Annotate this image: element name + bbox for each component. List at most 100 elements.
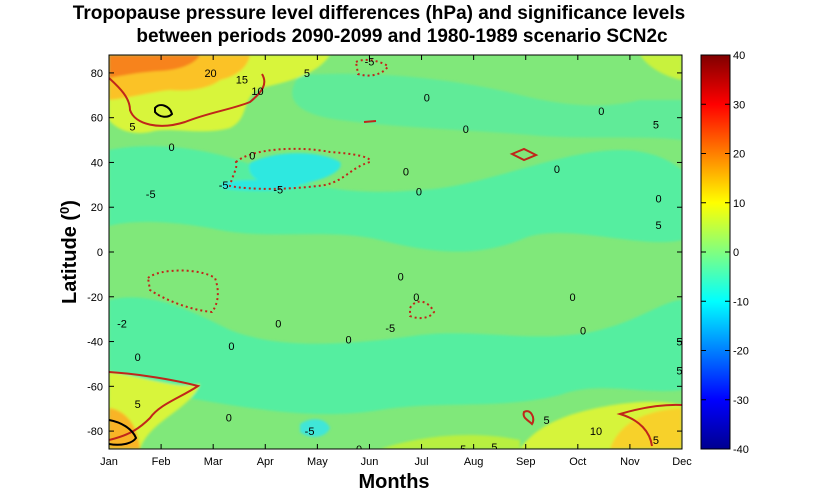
contour-label: 5 <box>304 68 310 80</box>
x-tick-label: Feb <box>152 456 171 468</box>
contour-label: 5 <box>676 366 682 378</box>
sig-contour-dotted-feb <box>146 269 219 314</box>
region-cyan-south <box>300 419 330 437</box>
sig-contour-dotted-apr <box>228 147 372 190</box>
contour-label: -5 <box>273 184 283 196</box>
colorbar-tick-label: 20 <box>733 149 745 161</box>
region-warm-ne <box>640 55 682 80</box>
sig-contour-sep-north <box>509 147 539 162</box>
region-warm-red-nw <box>109 55 200 78</box>
contour-label: 0 <box>398 272 404 284</box>
contour-label: 0 <box>416 187 422 199</box>
colorbar-tick-label: 30 <box>733 99 745 111</box>
contour-label: 10 <box>251 86 263 98</box>
contour-label: -5 <box>305 426 315 438</box>
contour-label: 0 <box>570 292 576 304</box>
x-tick-label: Jul <box>415 456 429 468</box>
colorbar-tick-label: -30 <box>733 395 749 407</box>
colorbar-tick-label: 10 <box>733 198 745 210</box>
contour-label: 5 <box>491 442 497 454</box>
region-warm-south-band <box>380 434 520 449</box>
contour-label: 0 <box>424 93 430 105</box>
x-tick-label: Oct <box>569 456 586 468</box>
contour-label: -5 <box>146 189 156 201</box>
contour-label: 5 <box>676 337 682 349</box>
x-axis-label: Months <box>358 471 429 493</box>
x-tick-label: Jun <box>361 456 379 468</box>
y-axis-label-text: Latitude ( <box>59 214 81 304</box>
contour-label: 0 <box>168 142 174 154</box>
y-tick-label: 0 <box>97 247 103 259</box>
contour-label: -5 <box>385 323 395 335</box>
sig-contour-black-feb <box>154 104 174 118</box>
x-tick-label: Dec <box>672 456 692 468</box>
sig-contour-sep-south <box>522 410 535 426</box>
region-cyan-pocket <box>249 153 341 187</box>
contour-label: 0 <box>655 193 661 205</box>
contour-label: 0 <box>554 164 560 176</box>
chart-title-line2: between periods 2090-2099 and 1980-1989 … <box>136 26 668 47</box>
contour-label: 5 <box>653 119 659 131</box>
contour-label: -5 <box>365 57 375 69</box>
y-tick-label: 20 <box>91 202 103 214</box>
contour-label: 0 <box>580 325 586 337</box>
contour-label: 20 <box>204 68 216 80</box>
sig-contour-dotted-jul <box>409 300 436 320</box>
sig-contour-se <box>616 403 682 447</box>
region-negative-south <box>109 297 682 415</box>
y-tick-label: 60 <box>91 113 103 125</box>
sig-contour-jun <box>363 120 377 123</box>
contour-label: 0 <box>598 106 604 118</box>
sig-contour-nw <box>109 73 266 127</box>
x-axis: Jan Feb Mar Apr May Jun Jul Aug Sep Oct Nov Dec <box>100 55 692 468</box>
y-tick-label: 80 <box>91 68 103 80</box>
contour-label: 5 <box>655 220 661 232</box>
contour-label: 0 <box>249 151 255 163</box>
y-axis-label-close: ) <box>59 200 81 207</box>
x-tick-label: Jan <box>100 456 118 468</box>
x-tick-label: Aug <box>464 456 484 468</box>
colorbar-tick-label: -40 <box>733 444 749 456</box>
y-tick-label: -60 <box>87 381 103 393</box>
contour-label: 0 <box>226 413 232 425</box>
colorbar-tick-label: 0 <box>733 247 739 259</box>
sig-contour-sw <box>109 371 201 441</box>
contour-label: 10 <box>590 426 602 438</box>
significance-contours <box>109 58 682 447</box>
colorbar: 40 30 20 10 0 -10 -20 -30 -40 <box>700 50 749 456</box>
colorbar-tick-label: -20 <box>733 346 749 358</box>
contour-label: 5 <box>129 122 135 134</box>
contour-label: 5 <box>544 415 550 427</box>
contour-label: -5 <box>219 180 229 192</box>
contour-label: -2 <box>117 319 127 331</box>
contour-label: 0 <box>228 341 234 353</box>
y-axis-label-sup: 0 <box>57 207 72 214</box>
colorbar-tick-label: 40 <box>733 50 745 62</box>
x-tick-label: Nov <box>620 456 640 468</box>
y-axis-label: Latitude (0) <box>57 200 81 304</box>
x-tick-label: Sep <box>516 456 536 468</box>
y-tick-label: 40 <box>91 157 103 169</box>
x-tick-label: Mar <box>204 456 223 468</box>
contour-label: 5 <box>460 444 466 456</box>
region-warm-se-core <box>610 408 682 449</box>
x-tick-label: May <box>307 456 328 468</box>
chart-title-line1: Tropopause pressure level differences (h… <box>73 3 685 24</box>
contour-label: 5 <box>135 399 141 411</box>
contour-label: 0 <box>135 352 141 364</box>
x-tick-label: Apr <box>257 456 274 468</box>
y-tick-label: -80 <box>87 426 103 438</box>
contour-label: 0 <box>413 292 419 304</box>
region-negative-north <box>292 73 682 140</box>
sig-contour-black-jan <box>109 419 138 446</box>
contour-label: 5 <box>653 435 659 447</box>
y-tick-label: -40 <box>87 337 103 349</box>
contour-label: 0 <box>275 319 281 331</box>
contour-label: 0 <box>403 166 409 178</box>
contour-label: 0 <box>356 444 362 456</box>
y-tick-label: -20 <box>87 292 103 304</box>
